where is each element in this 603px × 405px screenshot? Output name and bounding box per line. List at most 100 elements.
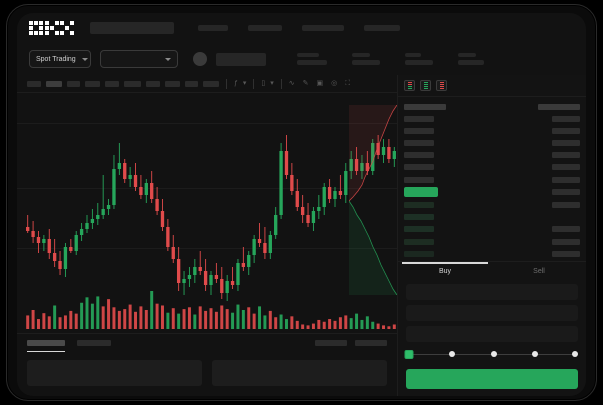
orderbook-bid-row[interactable]: [404, 249, 580, 258]
depth-overlay: [349, 105, 397, 295]
amount-input[interactable]: [406, 305, 578, 322]
tab-buy[interactable]: Buy: [398, 262, 492, 280]
stat-change: [352, 53, 380, 65]
search-input[interactable]: [90, 22, 174, 34]
orderbook-ask-row[interactable]: [404, 163, 580, 172]
orderbook-view-asks-icon[interactable]: [436, 80, 447, 91]
percent-slider[interactable]: [404, 347, 579, 363]
nav-item-1[interactable]: [198, 25, 228, 31]
nav-item-2[interactable]: [248, 25, 282, 31]
stat-label-3: [405, 53, 421, 57]
tab-order-history[interactable]: [77, 340, 111, 346]
timeframe-4[interactable]: [105, 80, 119, 87]
timeframe-3[interactable]: [85, 80, 100, 87]
bottom-action-2[interactable]: [355, 340, 387, 346]
chart-type-icon[interactable]: ▯: [261, 80, 266, 87]
timeframe-0[interactable]: [27, 80, 41, 87]
slider-handle[interactable]: [404, 349, 414, 359]
orderbook-ask-row[interactable]: [404, 114, 580, 123]
orders-panel: [17, 333, 397, 396]
slider-node-25[interactable]: [449, 351, 456, 358]
orderbook-current-price[interactable]: [404, 187, 580, 198]
fullscreen-icon[interactable]: ⛶: [345, 80, 351, 87]
orderbook-bid-row[interactable]: [404, 237, 580, 246]
stat-label-4: [458, 53, 476, 57]
last-price-value: [216, 52, 266, 66]
chevron-down-icon-charttype[interactable]: ▾: [270, 80, 274, 87]
pair-coin-icon: [193, 52, 207, 66]
orderbook-ask-row[interactable]: [404, 151, 580, 160]
trade-form-fields: [398, 280, 586, 343]
timeframe-7[interactable]: [165, 80, 180, 87]
market-subheader: Spot Trading: [17, 43, 586, 75]
tab-open-orders[interactable]: [27, 340, 65, 346]
orders-box-right[interactable]: [212, 360, 387, 386]
orderbook-col-amount: [538, 103, 580, 110]
orderbook-bid-row[interactable]: [404, 213, 580, 222]
orders-actions: [315, 340, 387, 346]
settings-gear-icon[interactable]: ◎: [331, 80, 338, 87]
stat-value-2: [352, 60, 380, 65]
camera-icon[interactable]: ▣: [316, 80, 324, 87]
orders-box-left[interactable]: [27, 360, 202, 386]
orderbook-view-modes: [398, 75, 586, 97]
stat-last-price: [297, 53, 327, 65]
chart-gridline-1: [17, 123, 397, 124]
orderbook-header-row: [404, 102, 580, 111]
orderbook-ask-row[interactable]: [404, 139, 580, 148]
slider-node-50[interactable]: [490, 351, 497, 358]
orderbook-view-both-icon[interactable]: [404, 80, 415, 91]
orders-tabs: [27, 340, 387, 352]
chevron-down-icon-pair: [165, 57, 171, 61]
order-book[interactable]: [398, 97, 586, 258]
timeframe-6[interactable]: [146, 80, 160, 87]
market-type-selector[interactable]: Spot Trading: [29, 50, 91, 68]
stat-high: [405, 53, 433, 65]
toolbar-divider-1: [226, 78, 227, 89]
pencil-icon[interactable]: ✎: [302, 80, 309, 87]
stat-label-1: [297, 53, 319, 57]
slider-node-100[interactable]: [572, 351, 579, 358]
trading-pair-selector[interactable]: [100, 50, 178, 68]
orders-content: [27, 360, 387, 386]
stat-label-2: [352, 53, 370, 57]
tab-sell[interactable]: Sell: [533, 268, 545, 276]
chevron-down-icon-indicators[interactable]: ▾: [242, 80, 247, 87]
timeframe-8[interactable]: [185, 80, 198, 87]
trade-sidebar: Buy Sell: [397, 75, 586, 396]
timeframe-1[interactable]: [46, 80, 62, 87]
volume-series: [26, 291, 396, 329]
stat-volume: [458, 53, 484, 65]
bottom-action-1[interactable]: [315, 340, 347, 346]
okx-logo-k: [44, 21, 59, 35]
orderbook-ask-row[interactable]: [404, 126, 580, 135]
indicators-icon[interactable]: ƒ: [234, 80, 238, 87]
orderbook-bid-row[interactable]: [404, 225, 580, 234]
device-bezel: Spot Trading: [6, 4, 597, 401]
okx-logo-x: [60, 21, 74, 35]
timeframe-9[interactable]: [203, 80, 219, 87]
market-type-label: Spot Trading: [36, 55, 76, 63]
price-chart[interactable]: [17, 93, 397, 333]
price-input[interactable]: [406, 284, 578, 301]
orderbook-bid-row[interactable]: [404, 201, 580, 210]
slider-node-75[interactable]: [532, 351, 538, 358]
orderbook-ask-row[interactable]: [404, 175, 580, 184]
toolbar-divider-2: [253, 78, 255, 89]
buy-submit-button[interactable]: [406, 369, 578, 390]
total-input[interactable]: [406, 326, 578, 343]
current-price-highlight: [404, 187, 438, 198]
app-screen: Spot Trading: [17, 13, 586, 396]
toolbar-divider-3: [280, 78, 282, 89]
stat-value-1: [297, 60, 327, 65]
line-tool-icon[interactable]: ∿: [288, 80, 295, 87]
nav-item-3[interactable]: [302, 25, 344, 31]
timeframe-5[interactable]: [124, 80, 141, 87]
timeframe-2[interactable]: [67, 80, 80, 87]
chart-gridline-3: [17, 248, 397, 249]
okx-logo[interactable]: [29, 21, 74, 35]
okx-logo-o: [29, 21, 43, 35]
nav-item-4[interactable]: [364, 25, 400, 31]
chevron-down-icon: [81, 57, 88, 61]
orderbook-view-bids-icon[interactable]: [420, 80, 431, 91]
